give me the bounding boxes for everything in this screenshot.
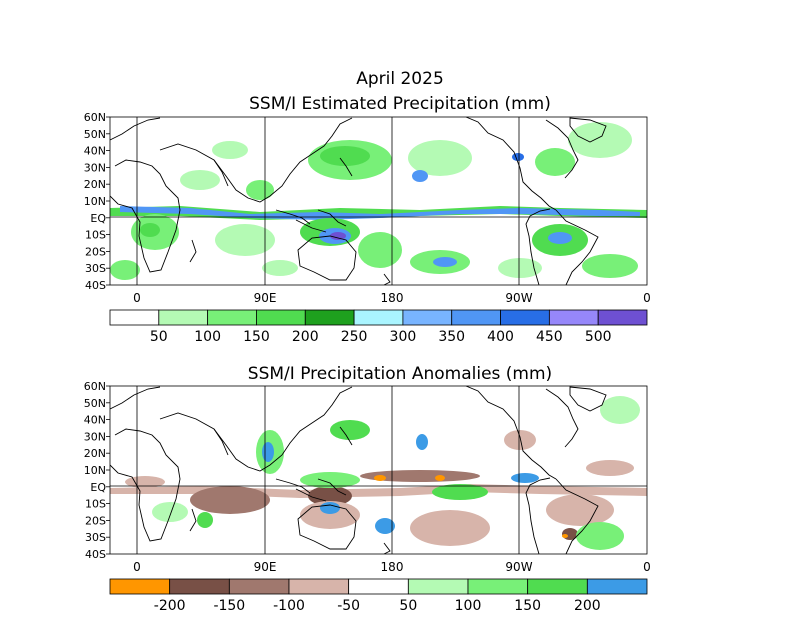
precipitation-map-panel: 60N 50N 40N 30N 20N 10N EQ 10S 20S 30S 40S 0 90E 180… [84, 111, 651, 305]
colorbar-swatch [597, 309, 648, 326]
colorbar-label: 100 [194, 329, 221, 345]
lon-tick-label: 90W [505, 291, 532, 305]
colorbar-swatch [256, 309, 306, 326]
lon-tick-label: 0 [643, 291, 651, 305]
colorbar-label: -50 [337, 598, 360, 614]
colorbar-swatch [348, 578, 409, 595]
lat-tick-label: 10N [84, 464, 106, 477]
lon-tick-label: 90E [254, 291, 277, 305]
lat-tick-label: 50N [84, 397, 106, 410]
lat-tick-label: 30N [84, 430, 106, 443]
panel1-lat-labels: 60N 50N 40N 30N 20N 10N EQ 10S 20S 30S 40S [84, 111, 110, 292]
colorbar-label: 150 [243, 329, 270, 345]
colorbar-swatch [586, 578, 648, 595]
colorbar-label: 200 [574, 598, 601, 614]
anomaly-map-panel: 60N 50N 40N 30N 20N 10N EQ 10S 20S 30S 40S 0 90E 180… [84, 380, 651, 574]
colorbar-label: 450 [536, 329, 563, 345]
colorbar-swatch [169, 578, 230, 595]
lat-tick-label: EQ [90, 481, 106, 494]
colorbar-swatch [467, 578, 529, 595]
colorbar-label: 250 [341, 329, 368, 345]
colorbar-label: 50 [399, 598, 417, 614]
lat-tick-label: 40N [84, 145, 106, 158]
colorbar-label: 350 [438, 329, 465, 345]
colorbar-swatch [407, 578, 469, 595]
colorbar-swatch [527, 578, 588, 595]
colorbar-swatch [207, 309, 257, 326]
colorbar-label: 400 [487, 329, 514, 345]
colorbar-label: -100 [273, 598, 305, 614]
precipitation-field [110, 117, 647, 285]
anomaly-colorbar: -200 -150 -100 -50 50 100 150 200 [109, 578, 648, 614]
colorbar-label: 50 [150, 329, 168, 345]
panel2-title: SSM/I Precipitation Anomalies (mm) [247, 364, 553, 384]
anomaly-field [110, 386, 647, 554]
colorbar-swatch [109, 309, 160, 326]
lat-tick-label: 30S [85, 262, 106, 275]
precipitation-colorbar: 50 100 150 200 250 300 350 400 450 500 [109, 309, 648, 345]
colorbar-swatch [304, 309, 355, 326]
lat-tick-label: 20N [84, 447, 106, 460]
lat-tick-label: 30N [84, 161, 106, 174]
colorbar-swatch [109, 578, 171, 595]
panel1-title: SSM/I Estimated Precipitation (mm) [249, 94, 551, 114]
colorbar-swatch [402, 309, 453, 326]
colorbar-swatch [548, 309, 599, 326]
colorbar-label: 500 [585, 329, 612, 345]
colorbar-label: -150 [213, 598, 245, 614]
lon-tick-label: 180 [381, 560, 404, 574]
panel2-lat-labels: 60N 50N 40N 30N 20N 10N EQ 10S 20S 30S 40S [84, 380, 110, 561]
lat-tick-label: 60N [84, 111, 106, 124]
colorbar-label: -200 [154, 598, 186, 614]
lon-tick-label: 90W [505, 560, 532, 574]
lat-tick-label: 20S [85, 245, 106, 258]
lat-tick-label: EQ [90, 212, 106, 225]
colorbar-label: 100 [455, 598, 482, 614]
lon-tick-label: 90E [254, 560, 277, 574]
lon-tick-label: 0 [643, 560, 651, 574]
colorbar-swatch [158, 309, 209, 326]
lat-tick-label: 40N [84, 414, 106, 427]
lat-tick-label: 20N [84, 178, 106, 191]
colorbar-swatch [288, 578, 350, 595]
lon-tick-label: 0 [133, 291, 141, 305]
panel2-lon-labels: 0 90E 180 90W 0 [133, 560, 651, 574]
lat-tick-label: 10N [84, 195, 106, 208]
lat-tick-label: 50N [84, 128, 106, 141]
colorbar-label: 200 [292, 329, 319, 345]
lat-tick-label: 10S [85, 498, 106, 511]
colorbar-swatch [353, 309, 404, 326]
colorbar-swatch [228, 578, 290, 595]
lat-tick-label: 40S [85, 279, 106, 292]
map-month-title: April 2025 [356, 69, 444, 89]
colorbar-swatch [451, 309, 501, 326]
lat-tick-label: 20S [85, 514, 106, 527]
panel1-lon-labels: 0 90E 180 90W 0 [133, 291, 651, 305]
lon-tick-label: 180 [381, 291, 404, 305]
lat-tick-label: 10S [85, 229, 106, 242]
lon-tick-label: 0 [133, 560, 141, 574]
colorbar-label: 300 [390, 329, 417, 345]
colorbar-swatch [500, 309, 550, 326]
colorbar-label: 150 [514, 598, 541, 614]
lat-tick-label: 30S [85, 531, 106, 544]
lat-tick-label: 60N [84, 380, 106, 393]
lat-tick-label: 40S [85, 548, 106, 561]
